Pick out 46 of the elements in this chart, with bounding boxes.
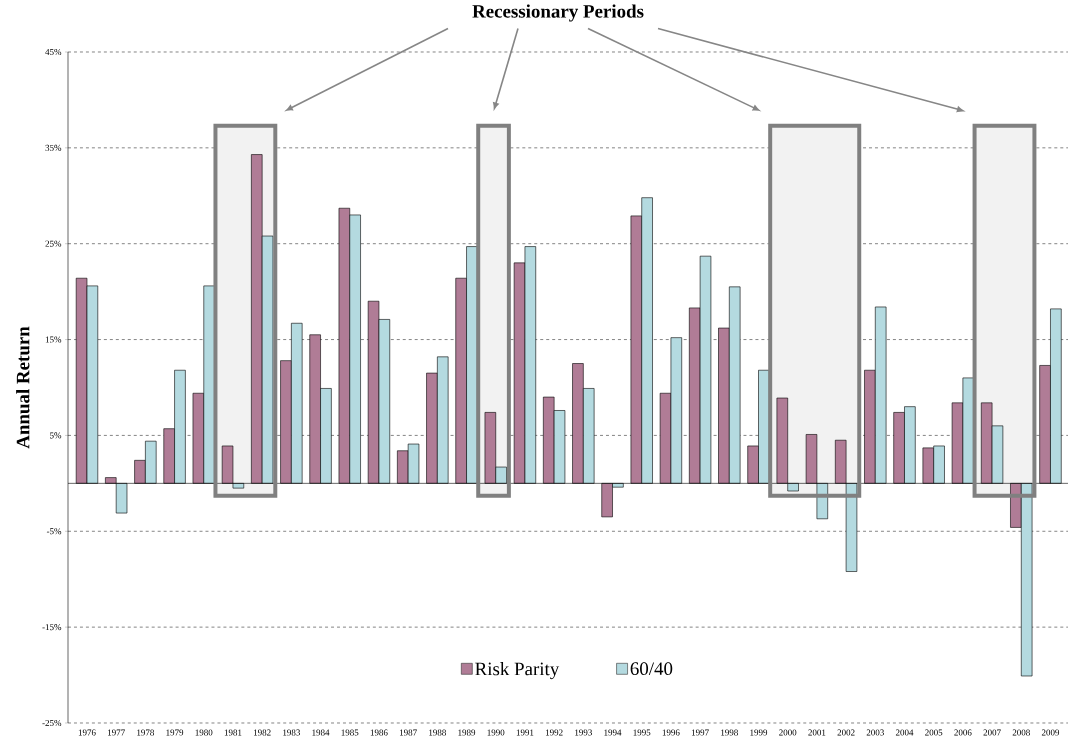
y-tick-label: 15% — [45, 336, 62, 343]
x-tick-label: 1976 — [78, 729, 96, 736]
legend-label: Risk Parity — [475, 662, 560, 680]
x-tick-label: 2000 — [779, 729, 797, 736]
x-tick-label: 1995 — [633, 729, 651, 736]
x-tick-label: 1990 — [487, 729, 505, 736]
x-tick-label: 2003 — [866, 729, 884, 736]
x-tick-label: 1984 — [312, 729, 330, 736]
x-tick-label: 1997 — [691, 729, 709, 736]
x-tick-label: 2001 — [808, 729, 826, 736]
x-tick-label: 1979 — [166, 729, 184, 736]
x-tick-label: 2007 — [983, 729, 1001, 736]
x-tick-label: 1996 — [662, 729, 680, 736]
x-tick-label: 1983 — [283, 729, 300, 736]
y-tick-label: 45% — [45, 48, 62, 56]
x-tick-label: 1993 — [575, 729, 592, 736]
x-tick-label: 1994 — [604, 729, 622, 736]
text: Recessionary Periods — [472, 4, 644, 22]
y-tick-label: 25% — [45, 240, 62, 247]
x-tick-label: 2006 — [954, 729, 972, 736]
x-tick-label: 1987 — [399, 729, 417, 736]
x-tick-label: 1989 — [458, 729, 476, 736]
y-axis-title: Annual Return — [16, 326, 30, 449]
x-tick-label: 1977 — [108, 729, 125, 736]
x-tick-label: 1982 — [253, 729, 271, 736]
x-tick-label: 1992 — [545, 729, 563, 736]
y-tick-label: -25% — [42, 719, 62, 727]
x-tick-label: 2005 — [925, 729, 943, 736]
x-tick-label: 1978 — [137, 729, 154, 736]
x-tick-label: 1991 — [516, 729, 534, 736]
x-tick-label: 1986 — [370, 729, 388, 736]
y-tick-label: 5% — [50, 432, 62, 439]
y-tick-label: -5% — [46, 528, 62, 535]
x-tick-label: 2009 — [1041, 729, 1060, 736]
x-tick-label: 1988 — [429, 729, 446, 736]
x-tick-label: 1985 — [341, 729, 359, 736]
x-tick-label: 1999 — [750, 729, 768, 736]
x-tick-label: 2008 — [1012, 729, 1030, 736]
x-tick-label: 1980 — [195, 729, 213, 736]
y-tick-label: -15% — [42, 624, 62, 631]
y-tick-label: 35% — [45, 144, 62, 151]
legend-label: 60/40 — [630, 662, 673, 676]
x-tick-label: 2004 — [895, 729, 914, 736]
x-tick-label: 2002 — [837, 729, 855, 736]
x-tick-label: 1998 — [721, 729, 738, 736]
x-tick-label: 1981 — [224, 729, 242, 736]
